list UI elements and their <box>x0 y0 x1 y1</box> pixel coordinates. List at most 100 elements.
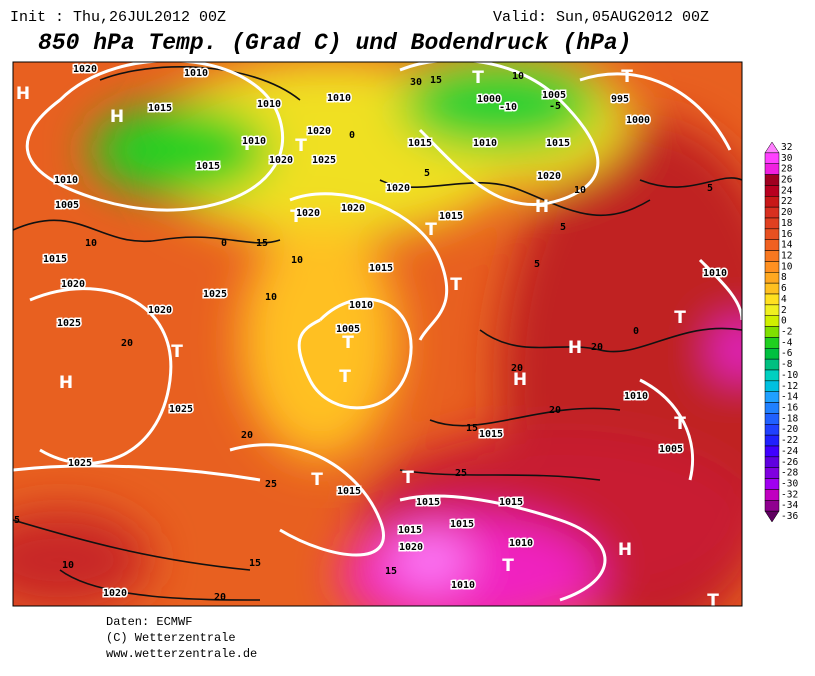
legend-tick-label: -24 <box>781 446 798 457</box>
legend-swatch <box>764 206 780 219</box>
color-legend: 32302826242220181614121086420-2-4-6-8-10… <box>764 141 798 523</box>
contour-label: 0 <box>221 238 227 249</box>
legend-tick-label: 20 <box>781 207 793 218</box>
legend-tick-label: 2 <box>781 305 787 316</box>
legend-tick-label: -20 <box>781 424 798 435</box>
contour-label: 1010 <box>624 391 648 402</box>
legend-swatch <box>764 478 780 490</box>
legend-swatch <box>764 348 780 360</box>
contour-label: 1020 <box>307 126 331 137</box>
legend-swatch <box>764 304 780 316</box>
pressure-center: T <box>425 220 437 240</box>
legend-tick-label: -8 <box>781 359 793 370</box>
contour-label: 20 <box>241 430 253 441</box>
contour-label: -5 <box>549 101 561 112</box>
contour-label: 10 <box>265 292 277 303</box>
contour-label: 1000 <box>626 115 650 126</box>
pressure-center: T <box>290 207 302 227</box>
contour-label: 10 <box>0 0 6 6</box>
pressure-center: T <box>621 67 633 87</box>
contour-label: 15 <box>466 423 478 434</box>
contour-label: 1020 <box>148 305 172 316</box>
legend-swatch <box>764 272 780 284</box>
legend-swatch <box>764 185 780 197</box>
contour-label: 1000 <box>477 94 501 105</box>
contour-label: 1010 <box>473 138 497 149</box>
legend-swatch <box>764 510 780 523</box>
contour-label: 5 <box>14 515 20 526</box>
pressure-center: H <box>16 84 30 104</box>
contour-label: 15 <box>256 238 268 249</box>
contour-label: 1015 <box>499 497 523 508</box>
legend-swatch <box>764 445 780 458</box>
legend-tick-label: 4 <box>781 294 787 305</box>
legend-tick-label: 14 <box>781 240 793 251</box>
contour-label: 1010 <box>509 538 533 549</box>
legend-tick-label: -10 <box>781 370 798 381</box>
contour-label: 1020 <box>386 183 410 194</box>
pressure-center: H <box>618 540 632 560</box>
contour-label: 20 <box>591 342 603 353</box>
legend-tick-label: -6 <box>781 348 793 359</box>
legend-tick-label: 12 <box>781 251 792 262</box>
isobars <box>13 62 742 602</box>
legend-tick-label: 22 <box>781 196 792 207</box>
contour-label: 20 <box>121 338 133 349</box>
contour-label: 1020 <box>269 155 293 166</box>
contour-label: 1010 <box>184 68 208 79</box>
pressure-center: H <box>513 370 527 390</box>
contour-label: 1015 <box>43 254 67 265</box>
legend-swatch <box>764 228 780 240</box>
legend-tick-label: -12 <box>781 381 798 392</box>
contour-label: 1025 <box>312 155 336 166</box>
contour-label: 1015 <box>369 263 393 274</box>
contour-label: 1015 <box>408 138 432 149</box>
legend-swatch <box>764 315 780 327</box>
legend-swatch <box>764 402 780 414</box>
contour-label: 1025 <box>169 404 193 415</box>
contour-label: 1005 <box>336 324 360 335</box>
contour-label: 1020 <box>296 208 320 219</box>
pressure-center: T <box>171 342 183 362</box>
contour-label: 1015 <box>546 138 570 149</box>
legend-swatch <box>764 152 780 164</box>
init-time: Init : Thu,26JUL2012 00Z <box>10 9 226 26</box>
contour-label: 10 <box>574 185 586 196</box>
legend-tick-label: -26 <box>781 457 798 468</box>
hot-area <box>340 515 600 606</box>
legend-tick-label: -18 <box>781 413 798 424</box>
legend-swatch <box>764 196 780 208</box>
isotherms <box>13 66 742 601</box>
contour-label: 1025 <box>203 289 227 300</box>
pressure-center: T <box>311 470 323 490</box>
contour-label: 25 <box>265 479 277 490</box>
legend-swatch <box>764 337 780 349</box>
cold-area <box>400 62 600 150</box>
contour-label: 10 <box>512 71 524 82</box>
legend-tick-label: -36 <box>781 511 798 522</box>
legend-swatch <box>764 217 780 230</box>
pressure-center: H <box>110 107 124 127</box>
contour-label: 25 <box>455 468 467 479</box>
contour-label: -10 <box>499 102 517 113</box>
contour-label: 1010 <box>451 580 475 591</box>
cool-area <box>240 220 400 460</box>
pressure-center: T <box>342 333 354 353</box>
legend-swatch <box>764 326 780 338</box>
pressure-center: T <box>241 135 253 155</box>
contour-label: 15 <box>249 558 261 569</box>
contour-label: 1020 <box>103 588 127 599</box>
pressure-center: T <box>339 367 351 387</box>
legend-swatch <box>764 413 780 425</box>
contour-label: 5 <box>534 259 540 270</box>
legend-tick-label: -16 <box>781 403 798 414</box>
legend-swatch <box>764 380 780 392</box>
pressure-center: T <box>502 556 514 576</box>
contour-label: 5 <box>424 168 430 179</box>
data-source: Daten: ECMWF <box>106 615 192 629</box>
pressure-center: T <box>295 136 307 156</box>
pressure-center: T <box>450 275 462 295</box>
contour-label: 5 <box>560 222 566 233</box>
contour-label: 1010 <box>349 300 373 311</box>
